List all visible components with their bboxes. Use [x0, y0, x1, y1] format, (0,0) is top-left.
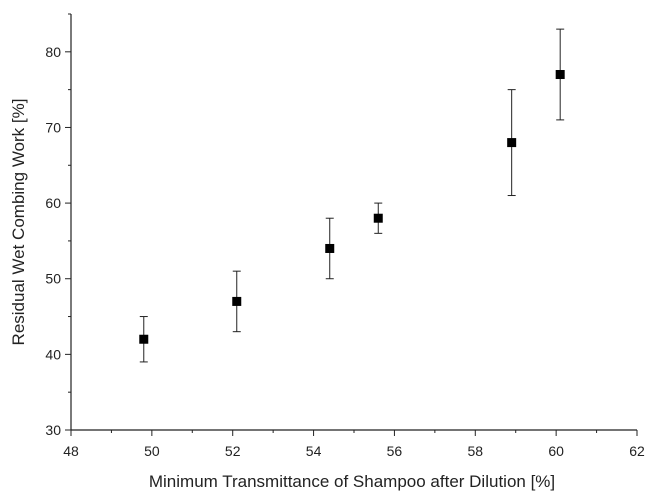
- x-tick-label: 48: [63, 443, 79, 459]
- y-tick-label: 70: [45, 119, 61, 135]
- data-point: [232, 296, 242, 306]
- y-tick-label: 40: [45, 346, 61, 362]
- y-axis-label: Residual Wet Combing Work [%]: [9, 99, 28, 346]
- y-tick-label: 80: [45, 44, 61, 60]
- x-tick-label: 54: [306, 443, 322, 459]
- data-point: [325, 243, 335, 253]
- error-bars: [139, 28, 565, 363]
- x-axis-ticks: 48 50 52 54 56 58 60 62: [63, 430, 645, 459]
- data-point: [373, 213, 383, 223]
- y-tick-label: 50: [45, 271, 61, 287]
- x-tick-label: 50: [144, 443, 160, 459]
- data-points: [139, 70, 565, 344]
- x-axis-label: Minimum Transmittance of Shampoo after D…: [149, 472, 555, 491]
- axes: [70, 14, 637, 431]
- data-point: [555, 70, 565, 80]
- data-point: [507, 138, 517, 148]
- x-tick-label: 52: [225, 443, 241, 459]
- y-axis-ticks: 30 40 50 60 70 80: [45, 13, 71, 438]
- y-tick-label: 30: [45, 422, 61, 438]
- data-point: [139, 334, 149, 344]
- y-tick-label: 60: [45, 195, 61, 211]
- x-tick-label: 60: [548, 443, 564, 459]
- x-tick-label: 62: [629, 443, 645, 459]
- x-tick-label: 58: [467, 443, 483, 459]
- x-tick-label: 56: [387, 443, 403, 459]
